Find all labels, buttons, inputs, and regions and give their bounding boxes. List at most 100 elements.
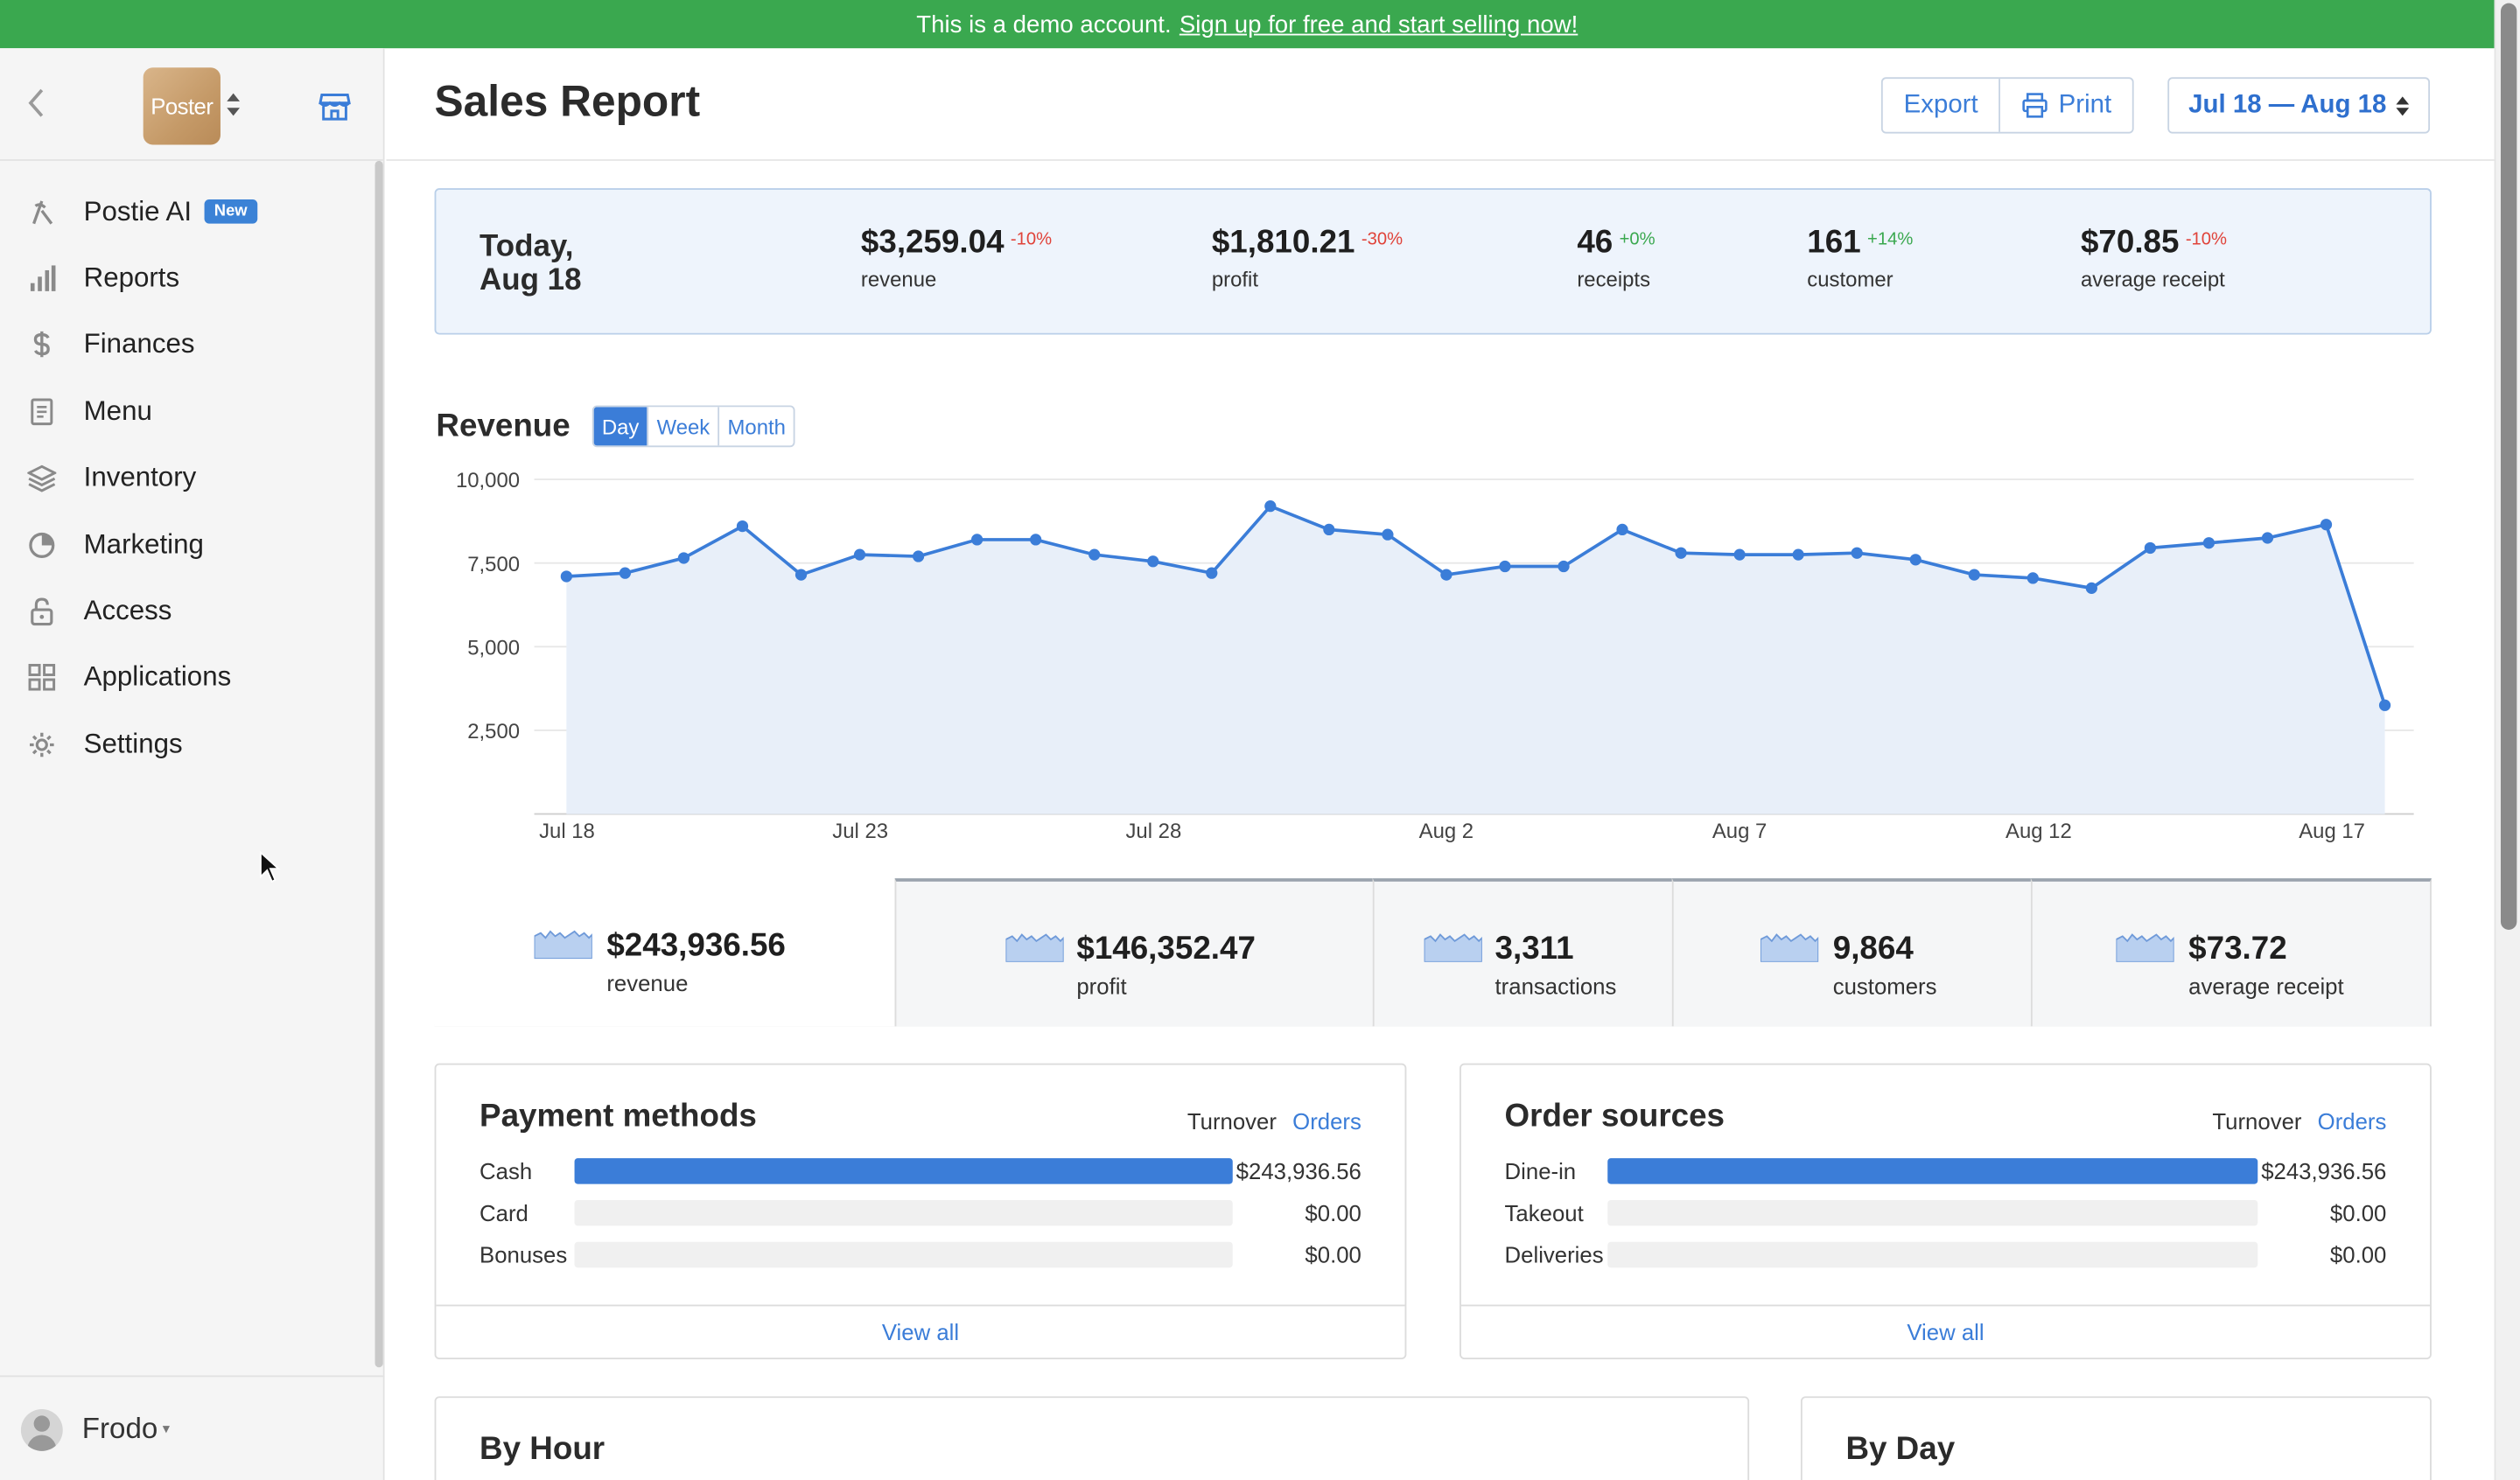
stat-delta: -10% [2185, 229, 2228, 250]
sidebar-item-marketing[interactable]: Marketing [0, 512, 374, 578]
by-day-card: By Day [1800, 1396, 2432, 1480]
period-day-button[interactable]: Day [593, 407, 648, 446]
stat-value: 161 [1807, 225, 1861, 261]
data-point [1675, 547, 1687, 559]
sidebar-item-label: Settings [83, 728, 183, 759]
sparkline-icon [1760, 933, 1819, 962]
stat-value: $1,810.21 [1211, 225, 1355, 261]
total-revenue[interactable]: $243,936.56 revenue [434, 878, 895, 1027]
user-menu[interactable]: Frodo ▾ [0, 1375, 385, 1480]
sidebar-item-reports[interactable]: Reports [0, 245, 374, 311]
card-title: Order sources [1504, 1099, 1726, 1134]
stat-delta: -10% [1010, 229, 1053, 250]
y-tick-label: 10,000 [456, 469, 520, 492]
row-value: $243,936.56 [1236, 1158, 1362, 1184]
payment-row-cash: Cash $243,936.56 [480, 1156, 1362, 1185]
sidebar-item-label: Menu [83, 395, 152, 427]
orders-tab[interactable]: Orders [1292, 1108, 1362, 1134]
row-label: Dine-in [1504, 1158, 1577, 1184]
print-button[interactable]: Print [1998, 79, 2132, 132]
sidebar-header: Poster [0, 48, 383, 161]
sidebar-item-finances[interactable]: Finances [0, 311, 374, 378]
signup-link[interactable]: Sign up for free and start selling now! [1179, 10, 1578, 38]
stat-label: customer [1807, 267, 1894, 291]
sparkline-icon [1424, 933, 1482, 962]
view-all-link[interactable]: View all [1460, 1304, 2431, 1358]
data-point [912, 550, 925, 562]
total-value: $243,936.56 [606, 928, 786, 964]
today-stat-revenue: $3,259.04 -10% revenue [861, 225, 1052, 290]
sidebar: Poster Postie AI New Reports [0, 48, 385, 1480]
data-point [560, 570, 572, 583]
data-point [1558, 560, 1570, 573]
sidebar-item-access[interactable]: Access [0, 578, 374, 645]
data-point [2378, 699, 2391, 711]
total-average-receipt[interactable]: $73.72 average receipt [2030, 878, 2432, 1027]
sidebar-scrollbar[interactable] [374, 160, 383, 1368]
stat-delta: +14% [1867, 229, 1914, 250]
total-transactions[interactable]: 3,311 transactions [1372, 878, 1672, 1027]
period-week-button[interactable]: Week [647, 407, 718, 446]
bar-track [574, 1199, 1233, 1226]
data-point [1909, 554, 1922, 566]
bar-track [1607, 1199, 2258, 1226]
area-fill [566, 506, 2385, 814]
today-label-line1: Today, [480, 229, 574, 264]
sidebar-item-applications[interactable]: Applications [0, 645, 374, 711]
turnover-tab[interactable]: Turnover [2212, 1108, 2302, 1134]
sidebar-item-inventory[interactable]: Inventory [0, 445, 374, 512]
x-tick-label: Aug 17 [2299, 820, 2365, 843]
stat-value: $3,259.04 [860, 225, 1004, 261]
sidebar-item-menu[interactable]: Menu [0, 379, 374, 445]
y-tick-label: 7,500 [467, 553, 520, 576]
payment-row-bonuses: Bonuses $0.00 [480, 1240, 1362, 1269]
stat-value: $70.85 [2080, 225, 2180, 261]
period-month-button[interactable]: Month [718, 407, 794, 446]
period-totals: $243,936.56 revenue $146,352.47 profit 3… [434, 878, 2432, 1027]
data-point [2085, 582, 2097, 594]
row-label: Takeout [1504, 1199, 1584, 1226]
bar-fill [574, 1158, 1233, 1184]
row-value: $0.00 [1305, 1199, 1362, 1226]
data-point [794, 569, 808, 581]
stat-delta: +0% [1619, 229, 1656, 250]
x-tick-label: Aug 2 [1419, 820, 1474, 843]
row-label: Bonuses [480, 1241, 568, 1268]
page-scrollbar[interactable] [2494, 0, 2520, 1480]
data-point [1030, 534, 1042, 546]
row-value: $243,936.56 [2261, 1158, 2387, 1184]
export-label: Export [1903, 90, 1978, 119]
data-point [1323, 523, 1335, 536]
total-value: 3,311 [1494, 931, 1574, 967]
turnover-tab[interactable]: Turnover [1186, 1108, 1277, 1134]
bar-track [574, 1158, 1233, 1184]
chevron-left-icon[interactable] [25, 87, 51, 119]
date-range-picker[interactable]: Jul 18 — Aug 18 [2167, 77, 2431, 134]
total-profit[interactable]: $146,352.47 profit [894, 878, 1373, 1027]
total-label: average receipt [2188, 973, 2344, 1000]
avatar [20, 1408, 63, 1450]
orders-tab[interactable]: Orders [2317, 1108, 2387, 1134]
payment-row-card: Card $0.00 [480, 1198, 1362, 1227]
export-button[interactable]: Export [1883, 79, 1999, 132]
period-switch: Day Week Month [592, 405, 796, 448]
demo-banner: This is a demo account. Sign up for free… [0, 0, 2495, 49]
data-point [1206, 567, 1218, 579]
data-point [1968, 569, 1980, 581]
source-row-deliveries: Deliveries $0.00 [1505, 1240, 2386, 1269]
stat-label: receipts [1577, 267, 1651, 291]
sidebar-item-postie-ai[interactable]: Postie AI New [0, 178, 374, 245]
card-title: By Hour [480, 1431, 606, 1468]
account-logo[interactable]: Poster [143, 67, 220, 145]
view-all-link[interactable]: View all [436, 1304, 1405, 1358]
sidebar-item-settings[interactable]: Settings [0, 711, 374, 778]
storefront-icon[interactable] [317, 88, 352, 123]
data-point [1499, 560, 1511, 573]
export-print-group: Export Print [1880, 77, 2134, 134]
y-tick-label: 5,000 [467, 637, 520, 660]
total-customers[interactable]: 9,864 customers [1671, 878, 2031, 1027]
scrollbar-thumb[interactable] [2500, 3, 2517, 930]
sort-arrows-icon[interactable] [225, 90, 241, 119]
printer-icon [2022, 93, 2048, 118]
today-stat-average-receipt: $70.85 -10% average receipt [2081, 225, 2227, 290]
